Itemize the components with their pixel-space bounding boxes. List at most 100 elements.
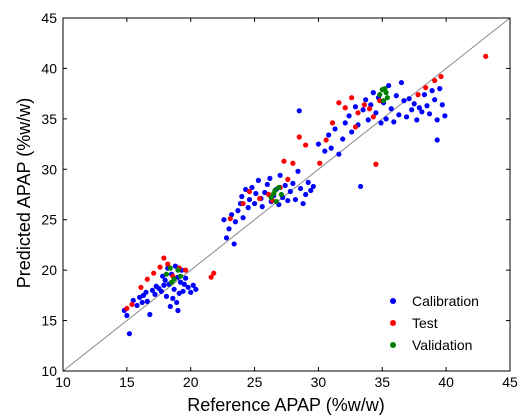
data-point [259,204,265,210]
data-point [416,105,422,111]
data-point [246,188,253,195]
x-tick-label: 30 [311,374,327,390]
data-point [378,120,384,126]
data-point [143,289,149,295]
data-point [278,191,284,198]
data-point [137,294,143,300]
data-point [231,241,237,247]
data-point [167,265,173,271]
plot-area [62,17,511,372]
data-point [377,92,383,98]
data-point [323,137,329,143]
data-point [138,284,144,290]
data-point [177,273,184,279]
data-point [342,120,348,126]
data-point [267,175,273,181]
x-axis-title: Reference APAP (%w/w) [187,395,384,415]
data-point [380,98,387,104]
data-point [315,141,322,147]
data-point [126,331,133,337]
data-point [292,196,299,203]
data-point [391,119,397,125]
data-point [386,82,392,89]
data-point [181,281,187,287]
data-point [227,216,233,222]
data-point [361,102,368,108]
data-point [251,200,258,207]
data-point [373,110,379,116]
data-point [144,298,150,305]
y-tick-label: 10 [41,363,57,379]
data-point [277,172,283,178]
legend-label-validation: Validation [412,337,472,353]
data-point [401,98,407,104]
data-point [246,196,253,203]
data-point [303,142,309,148]
data-point [423,84,429,91]
data-point [208,274,214,280]
data-point [282,182,288,189]
data-point [243,186,249,193]
data-point [239,193,245,200]
y-axis-title: Predicted APAP (%w/w) [14,98,34,288]
data-point [211,270,217,276]
data-point [160,273,166,279]
legend-marker-test [390,320,396,326]
data-point [290,180,296,187]
y-tick-label: 15 [41,313,57,329]
data-point [281,158,287,164]
data-point [228,212,235,218]
data-point [383,90,389,96]
data-point [434,137,440,143]
data-point [249,184,255,191]
data-point [262,189,268,196]
data-point [176,290,182,296]
x-tick-label: 45 [502,374,518,390]
data-point [370,114,376,120]
data-point [421,92,428,98]
x-tick-label: 35 [374,374,390,390]
data-point [271,190,277,197]
data-point [190,282,196,288]
data-point [162,277,168,283]
data-point [366,106,373,112]
data-point [303,191,309,198]
data-point [377,98,383,104]
data-point [134,302,140,309]
data-point [432,77,438,84]
data-point [245,205,251,211]
data-point [185,284,191,290]
data-point [183,267,189,273]
data-point [165,261,171,267]
data-point [424,103,430,109]
data-point [336,151,342,157]
data-point [373,161,379,167]
data-point [439,102,445,108]
data-point [174,299,180,306]
data-point [393,93,399,99]
data-point [352,124,359,130]
x-tick-label: 10 [55,374,71,390]
data-point [483,53,489,59]
data-point [168,279,175,285]
data-point [332,126,338,132]
data-point [349,95,355,101]
data-point [124,312,130,319]
data-point [167,303,173,310]
data-point [149,287,155,293]
data-point [255,177,262,183]
data-point [152,291,158,297]
data-point [151,270,157,276]
x-tick-label: 40 [438,374,454,390]
data-point [398,79,405,86]
data-point [226,226,232,232]
legend: Calibration Test Validation [390,293,479,353]
data-point [370,90,376,96]
data-point [163,293,170,299]
series-calibration [121,79,448,337]
data-point [336,100,342,106]
y-tick-label: 25 [41,212,57,228]
data-point [300,200,306,207]
data-point [170,295,176,301]
data-point [221,217,227,223]
